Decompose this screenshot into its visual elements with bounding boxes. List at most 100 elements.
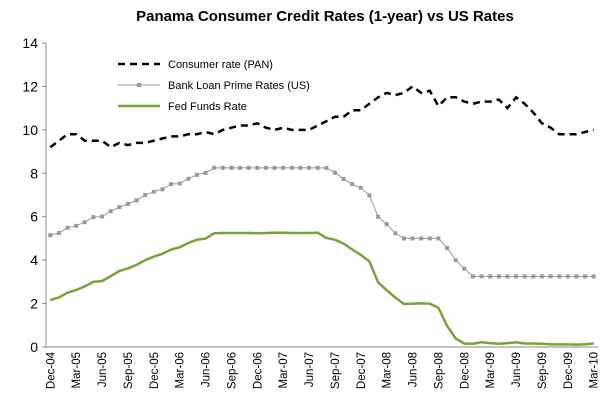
marker	[100, 214, 105, 219]
marker	[393, 231, 398, 236]
marker	[384, 222, 389, 227]
x-tick-label: Sep-06	[226, 352, 238, 389]
marker	[263, 165, 268, 170]
marker	[246, 165, 251, 170]
marker	[548, 274, 553, 279]
marker	[436, 236, 441, 241]
legend-label: Bank Loan Prime Rates (US)	[168, 80, 310, 92]
marker	[272, 165, 277, 170]
y-tick-label: 14	[22, 35, 38, 51]
marker	[238, 165, 243, 170]
marker	[514, 274, 519, 279]
legend-marker	[137, 83, 141, 87]
marker	[427, 236, 432, 241]
marker	[505, 274, 510, 279]
marker	[65, 225, 70, 230]
x-tick-label: Sep-05	[123, 352, 135, 389]
marker	[522, 274, 527, 279]
marker	[410, 236, 415, 241]
marker	[557, 274, 562, 279]
marker	[453, 258, 458, 263]
marker	[358, 185, 363, 190]
marker	[160, 187, 165, 192]
y-tick-label: 10	[22, 122, 38, 138]
x-tick-label: Mar-09	[485, 352, 497, 388]
x-tick-label: Mar-07	[278, 352, 290, 388]
marker	[74, 223, 79, 228]
marker	[565, 274, 570, 279]
marker	[470, 274, 475, 279]
x-tick-label: Dec-07	[356, 352, 368, 389]
y-tick-label: 0	[30, 339, 38, 355]
x-tick-label: Dec-08	[459, 352, 471, 389]
marker	[134, 198, 139, 203]
marker	[186, 176, 191, 181]
marker	[531, 274, 536, 279]
marker	[367, 193, 372, 198]
marker	[177, 181, 182, 186]
y-tick-label: 12	[22, 78, 38, 94]
marker	[56, 231, 61, 235]
marker	[91, 215, 96, 220]
y-tick-label: 2	[30, 296, 38, 312]
x-tick-label: Sep-08	[433, 352, 445, 389]
x-tick-label: Mar-05	[71, 352, 83, 388]
marker	[117, 205, 122, 210]
marker	[289, 165, 294, 170]
x-tick-label: Sep-09	[537, 352, 549, 389]
x-tick-label: Mar-10	[589, 352, 601, 388]
marker	[203, 170, 208, 175]
marker	[143, 193, 148, 197]
series-line	[49, 84, 594, 149]
marker	[574, 274, 579, 279]
x-tick-label: Sep-07	[330, 352, 342, 389]
legend-label: Fed Funds Rate	[168, 101, 247, 113]
marker	[479, 274, 484, 279]
marker	[462, 266, 467, 271]
x-tick-label: Dec-05	[149, 352, 161, 389]
y-tick-label: 8	[30, 165, 38, 181]
y-tick-label: 4	[30, 252, 38, 268]
marker	[229, 165, 234, 170]
marker	[220, 165, 225, 170]
marker	[82, 220, 87, 225]
x-tick-label: Jun-07	[304, 352, 316, 387]
marker	[255, 165, 260, 170]
marker	[445, 245, 450, 250]
legend-label: Consumer rate (PAN)	[168, 59, 273, 71]
marker	[539, 274, 544, 279]
marker	[194, 172, 199, 177]
marker	[298, 165, 303, 170]
marker	[315, 165, 320, 170]
marker	[376, 214, 381, 219]
marker	[125, 201, 130, 206]
marker	[307, 165, 312, 170]
marker	[583, 274, 588, 279]
marker	[401, 236, 406, 241]
marker	[350, 182, 355, 187]
x-tick-label: Dec-04	[45, 351, 57, 389]
x-tick-label: Mar-06	[175, 352, 187, 388]
marker	[341, 176, 346, 181]
marker	[281, 165, 286, 170]
marker	[488, 274, 493, 279]
x-tick-label: Mar-08	[382, 352, 394, 388]
series-line	[50, 167, 594, 277]
marker	[212, 165, 217, 170]
marker	[151, 189, 156, 194]
marker	[332, 170, 337, 175]
y-tick-label: 6	[30, 209, 38, 225]
x-tick-label: Dec-09	[563, 352, 575, 389]
marker	[324, 165, 329, 170]
marker	[419, 236, 424, 241]
marker	[108, 209, 113, 214]
x-tick-label: Jun-05	[97, 352, 109, 387]
x-tick-label: Jun-09	[511, 352, 523, 387]
x-tick-label: Jun-06	[201, 352, 213, 387]
marker	[169, 182, 174, 187]
x-tick-label: Jun-08	[408, 352, 420, 387]
marker	[48, 233, 53, 238]
x-tick-label: Dec-06	[252, 352, 264, 389]
series-line	[49, 231, 594, 346]
